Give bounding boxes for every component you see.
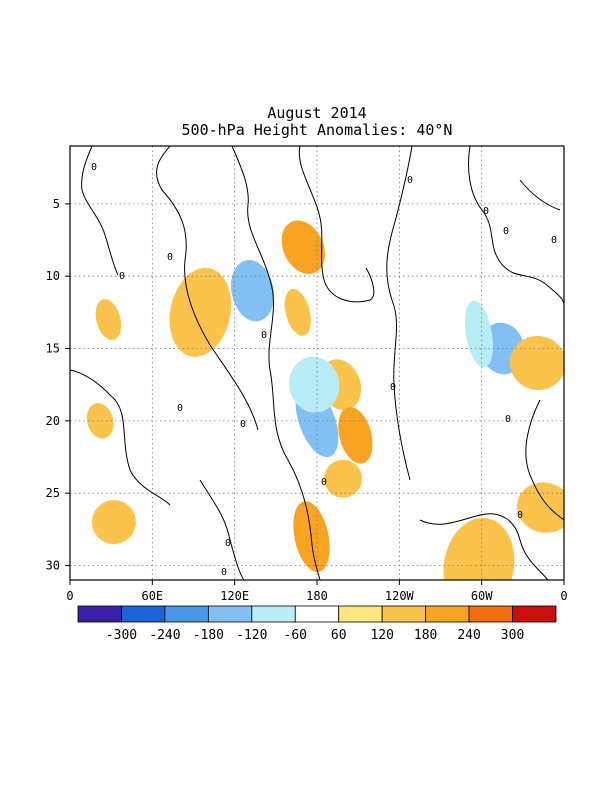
chart-title: August 2014 (267, 104, 367, 122)
contour-label: 0 (390, 382, 396, 393)
colorbar-swatch (381, 605, 427, 623)
x-tick-label: 0 (560, 589, 567, 603)
colorbar-swatch (338, 605, 383, 623)
contour-label: 0 (225, 538, 231, 549)
x-tick-label: 120E (220, 589, 249, 603)
contour-label: 0 (240, 419, 246, 430)
colorbar-swatch (512, 605, 557, 623)
anomaly-region (516, 482, 564, 533)
contour-label: 0 (91, 162, 97, 173)
colorbar-label: -300 (106, 628, 137, 643)
y-tick-label: 25 (46, 486, 60, 500)
contour-label: 0 (503, 226, 509, 237)
y-tick-label: 20 (46, 414, 60, 428)
colorbar-label: -180 (193, 628, 224, 643)
colorbar-swatch (77, 605, 122, 623)
anomaly-region (284, 288, 311, 336)
anomaly-region (91, 500, 136, 545)
anomaly-region (324, 459, 363, 498)
contour-label: 0 (551, 235, 557, 246)
anomaly-region (333, 154, 356, 196)
x-tick-label: 0 (66, 589, 73, 603)
colorbar-label: 120 (370, 628, 393, 643)
anomaly-region (338, 407, 373, 464)
zero-contour (81, 146, 119, 276)
zero-contour (468, 146, 564, 306)
contour-label: 0 (407, 175, 413, 186)
anomaly-region (509, 335, 564, 391)
zero-contour (419, 513, 549, 580)
y-tick-label: 10 (46, 269, 60, 283)
colorbar-swatch (207, 605, 253, 623)
zero-contour (156, 146, 259, 431)
zero-contour (231, 146, 321, 580)
zero-contour-layer (70, 146, 564, 580)
contour-label: 0 (321, 477, 327, 488)
colorbar-swatch (468, 605, 513, 623)
zero-contour (386, 146, 413, 481)
anomaly-region (230, 260, 275, 322)
colorbar-swatch (251, 605, 296, 623)
colorbar-label: 180 (414, 628, 437, 643)
x-tick-label: 120W (385, 589, 415, 603)
anomaly-region (95, 299, 122, 341)
x-tick-label: 180 (306, 589, 328, 603)
anomaly-region (86, 403, 114, 439)
colorbar-label: -240 (149, 628, 180, 643)
colorbar-swatch (425, 605, 470, 623)
anomaly-region (464, 300, 494, 368)
colorbar-label: 300 (501, 628, 524, 643)
y-tick-label: 5 (53, 197, 60, 211)
zero-contour (298, 146, 375, 303)
colorbar-swatch (294, 605, 340, 623)
colorbar-swatch (164, 605, 209, 623)
y-tick-label: 30 (46, 559, 60, 573)
y-tick-label: 15 (46, 342, 60, 356)
x-axis: 0 60E 120E 180 120W 60W 0 (66, 580, 568, 603)
colorbar-label: -120 (236, 628, 267, 643)
zero-contour (199, 479, 245, 580)
zero-contour (525, 399, 564, 521)
anomaly-region (289, 356, 340, 413)
zero-contour (70, 369, 171, 506)
contour-label: 0 (517, 510, 523, 521)
x-tick-label: 60E (141, 589, 163, 603)
anomaly-fill-layer (86, 154, 564, 580)
contour-label: 0 (483, 206, 489, 217)
colorbar-swatch (121, 605, 166, 623)
x-tick-label: 60W (471, 589, 493, 603)
y-axis: 5 10 15 20 25 30 (46, 197, 70, 573)
colorbar-label: 60 (331, 628, 347, 643)
contour-label: 0 (505, 414, 511, 425)
zero-contour (519, 179, 561, 211)
colorbar-label: 240 (457, 628, 480, 643)
contour-label: 0 (221, 567, 227, 578)
anomaly-region (281, 220, 325, 275)
chart-subtitle: 500-hPa Height Anomalies: 40°N (181, 121, 453, 139)
colorbar: -300 -240 -180 -120 -60 60 120 180 240 300 (77, 605, 557, 643)
contour-label: 0 (261, 330, 267, 341)
anomaly-region (455, 241, 481, 283)
anomaly-region (169, 267, 232, 357)
contour-label: 0 (119, 271, 125, 282)
contour-labels: 0 0 0 0 0 0 0 0 0 0 0 0 0 0 0 0 (91, 162, 557, 578)
anomaly-region (443, 517, 515, 580)
grid-lines (70, 146, 564, 580)
contour-label: 0 (177, 403, 183, 414)
colorbar-label: -60 (284, 628, 307, 643)
contour-label: 0 (167, 252, 173, 263)
